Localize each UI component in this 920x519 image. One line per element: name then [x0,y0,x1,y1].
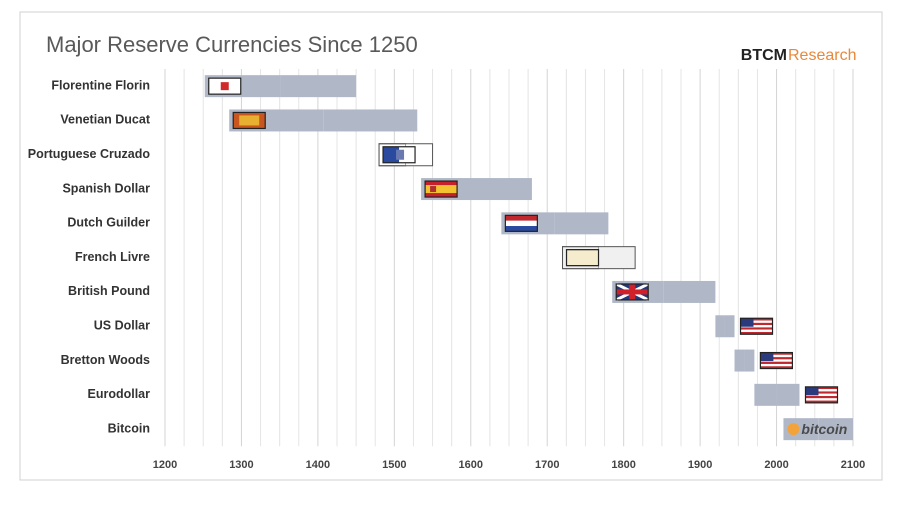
x-tick-label: 1200 [153,459,177,471]
brand-suffix: Research [788,47,856,64]
flag-part [760,359,793,362]
bar-end [663,280,716,303]
flag-part [565,249,600,267]
chart-title: Major Reserve Currencies Since 1250 [46,32,418,57]
flag-icon [615,282,649,302]
x-tick-label: 1900 [688,459,712,471]
flag-part [396,149,405,160]
flag-part [805,391,838,394]
flag-part [505,220,538,227]
category-label: British Pound [68,284,150,298]
bar-end [744,349,755,372]
flag-part [424,180,458,198]
x-tick-label: 1400 [306,459,330,471]
x-tick-label: 1600 [459,459,483,471]
flag-part [805,400,838,403]
x-tick-label: 1800 [611,459,635,471]
flag-part [760,361,793,364]
flag-icon [759,351,793,370]
flag-icon [232,111,266,130]
flag-part [504,214,538,232]
category-label: Bretton Woods [61,353,150,367]
bar-start [734,349,745,372]
flag-part [759,351,793,370]
bitcoin-logo: bitcoin [801,421,847,437]
bar-end [724,315,735,338]
x-tick-label: 2100 [841,459,865,471]
category-label: Bitcoin [108,421,150,435]
category-label: US Dollar [94,319,150,333]
flag-part [425,185,458,194]
flag-part [239,115,260,126]
flag-icon [382,146,416,164]
flag-part [232,111,266,130]
category-label: Eurodollar [87,387,150,401]
x-tick-label: 2000 [764,459,788,471]
bar-end [776,383,800,406]
flag-part [740,325,773,328]
x-tick-label: 1300 [229,459,253,471]
flag-part [740,329,773,332]
category-label: Florentine Florin [51,78,150,92]
brand: BTCM [741,47,787,64]
flag-icon [424,180,458,198]
flag-part [208,77,242,95]
bar-start [754,383,777,406]
flag-part [805,393,838,396]
flag-part [505,215,538,221]
bar-start [715,315,725,338]
flag-part [220,82,229,91]
category-label: Portuguese Cruzado [28,147,151,161]
bar-end [476,178,532,201]
flag-part [616,289,649,295]
flag-part [740,322,773,326]
flag-part [383,146,400,163]
flag-part [740,331,773,335]
category-label: French Livre [75,250,150,264]
flag-part [505,226,538,232]
flag-icon [565,249,600,267]
bar-end [280,75,357,98]
flag-icon [804,386,839,404]
flag-part [760,363,793,367]
bar-end [818,418,853,441]
x-tick-label: 1700 [535,459,559,471]
flag-icon [739,317,774,335]
flag-part [430,186,437,193]
flag-part [615,283,649,301]
flag-icon [208,77,242,95]
flag-icon [504,214,538,232]
flag-part [740,327,773,330]
flag-part [740,320,773,323]
flag-part [382,146,416,164]
flag-part [740,318,754,327]
bitcoin-icon [787,423,800,436]
flag-part [760,366,793,369]
flag-part [805,386,838,390]
category-label: Venetian Ducat [60,113,150,127]
flag-part [739,317,774,335]
bar-end [323,109,418,132]
category-label: Dutch Guilder [67,216,150,230]
bar-end [554,212,609,235]
flag-part [740,318,773,321]
x-tick-label: 1500 [382,459,406,471]
bar-outline [562,246,636,270]
flag-part [760,352,793,355]
category-label: Spanish Dollar [62,181,150,195]
flag-part [805,398,838,401]
flag-part [760,352,774,362]
bar-outline [378,143,434,167]
bar-end [598,246,636,269]
flag-part [805,389,838,392]
flag-part [760,357,793,360]
flag-part [760,354,793,358]
flag-part [805,395,838,399]
flag-part [805,386,819,396]
flag-part [566,249,600,267]
flag-part [804,386,839,404]
